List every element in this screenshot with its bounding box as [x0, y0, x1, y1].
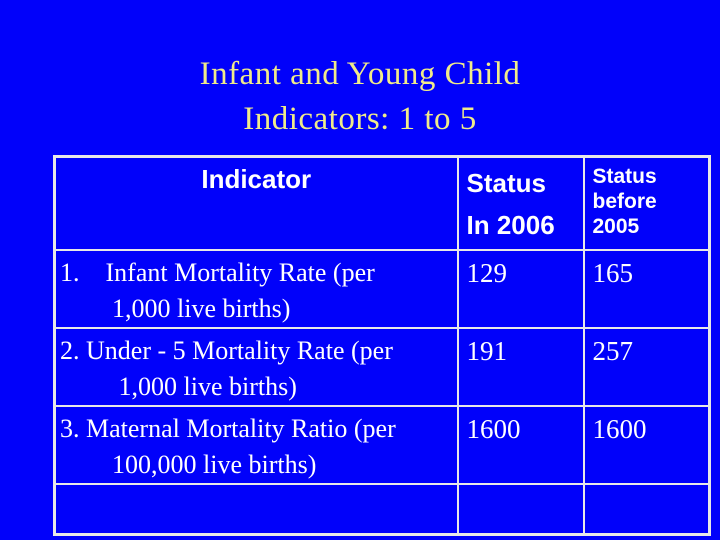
- status-in-2006-cell: 191: [456, 326, 585, 407]
- slide-title-line1: Infant and Young Child: [199, 56, 521, 92]
- status-before-2005-cell: 165: [582, 248, 711, 329]
- table-row: 3. Maternal Mortality Ratio (per 100,000…: [53, 404, 711, 485]
- status-before-2005-cell: 257: [582, 326, 711, 407]
- status-before-2005-cell: 1600: [582, 404, 711, 485]
- slide-title-line2: Indicators: 1 to 5: [243, 101, 477, 137]
- table-row-empty: [53, 482, 711, 536]
- slide-title: Infant and Young Child Indicators: 1 to …: [0, 52, 720, 142]
- column-header-indicator: Indicator: [53, 155, 459, 251]
- table-header-row: Indicator Status In 2006 Status before 2…: [53, 155, 711, 251]
- empty-cell: [53, 482, 459, 536]
- indicator-cell: 1. Infant Mortality Rate (per 1,000 live…: [53, 248, 459, 329]
- indicators-table: Indicator Status In 2006 Status before 2…: [53, 155, 711, 536]
- status-in-2006-cell: 129: [456, 248, 585, 329]
- column-header-status-in-2006: Status In 2006: [456, 155, 585, 251]
- status-in-2006-cell: 1600: [456, 404, 585, 485]
- indicator-cell: 2. Under - 5 Mortality Rate (per 1,000 l…: [53, 326, 459, 407]
- indicator-cell: 3. Maternal Mortality Ratio (per 100,000…: [53, 404, 459, 485]
- column-header-status-before-2005: Status before 2005: [582, 155, 711, 251]
- table-row: 1. Infant Mortality Rate (per 1,000 live…: [53, 248, 711, 329]
- empty-cell: [456, 482, 585, 536]
- table-row: 2. Under - 5 Mortality Rate (per 1,000 l…: [53, 326, 711, 407]
- empty-cell: [582, 482, 711, 536]
